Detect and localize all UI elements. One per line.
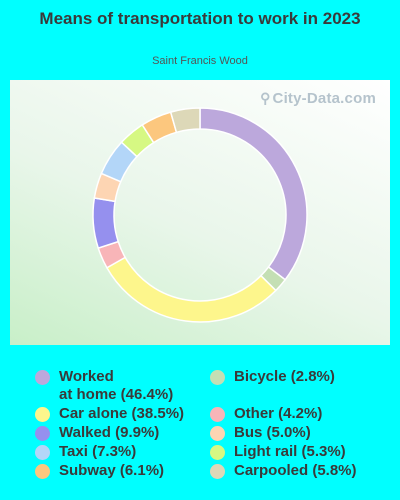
slice-car-alone: [105, 256, 277, 323]
chart-title: Means of transportation to work in 2023: [39, 9, 361, 28]
slice-walked: [92, 197, 120, 250]
chart-subtitle: Saint Francis Wood: [152, 55, 248, 67]
watermark: ⚲ City-Data.com: [260, 90, 376, 107]
watermark-text: City-Data.com: [272, 90, 376, 107]
slice-worked-at-home: [199, 107, 308, 281]
slice-carpooled: [169, 107, 201, 134]
search-icon: ⚲: [260, 90, 271, 106]
